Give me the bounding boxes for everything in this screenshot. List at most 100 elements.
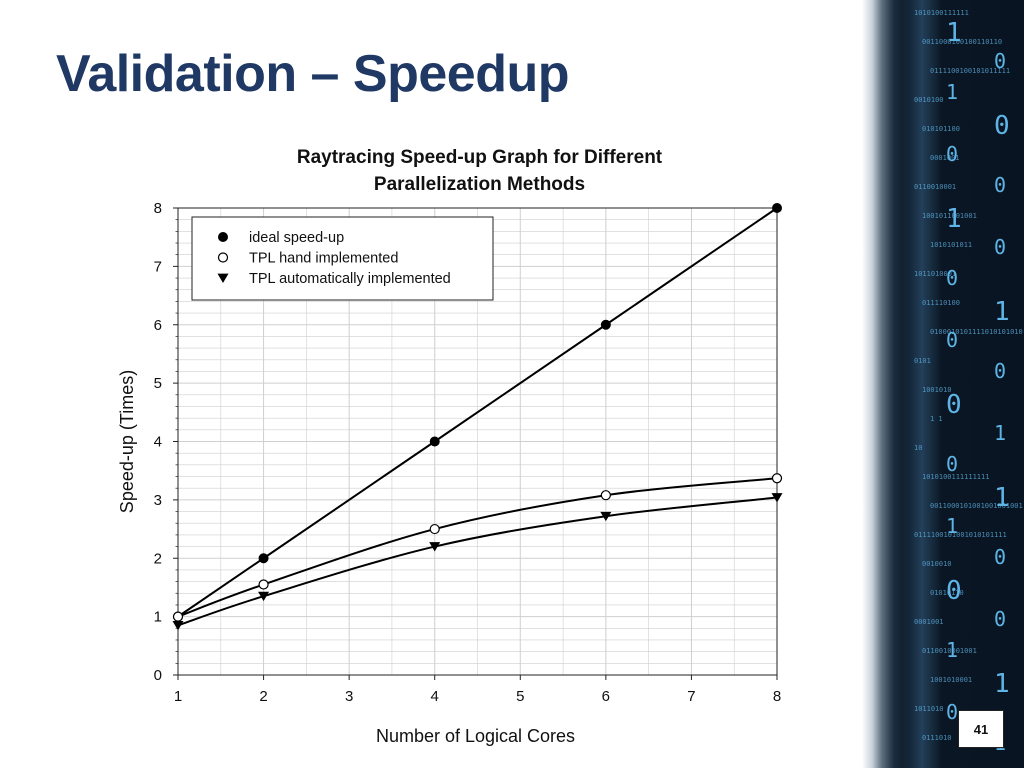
series-line-hand	[177, 477, 778, 618]
chart-title-line-1: Raytracing Speed-up Graph for Different	[297, 147, 663, 168]
x-tick-label: 2	[259, 688, 267, 705]
y-tick-label: 2	[154, 550, 162, 567]
binary-digit: 1	[946, 80, 959, 104]
speedup-line-chart: Raytracing Speed-up Graph for Different …	[117, 147, 783, 746]
chart-title-line-2: Parallelization Methods	[374, 174, 585, 195]
y-tick-label: 5	[154, 375, 162, 392]
binary-string: 010101100	[922, 125, 960, 133]
binary-digit: 1	[946, 638, 959, 662]
binary-string: 1001010	[922, 386, 952, 394]
marker-hand-1	[172, 611, 184, 622]
legend-marker-auto	[217, 273, 229, 283]
binary-digit: 0	[994, 111, 1010, 141]
binary-string: 10	[914, 444, 923, 452]
marker-hand-2	[258, 579, 269, 590]
binary-digit: 0	[994, 49, 1007, 73]
binary-string: 011110100	[922, 299, 960, 307]
binary-string: 1001010001	[930, 676, 973, 684]
marker-auto-1	[172, 620, 184, 631]
binary-digit: 0	[946, 576, 962, 606]
binary-string: 0111010	[922, 734, 952, 742]
binary-code-decoration: 1010100111111 0011000100100110110 01111001…	[862, 0, 1024, 768]
binary-digit: 0	[994, 607, 1007, 631]
binary-digit: 1	[994, 421, 1007, 445]
binary-digit: 1	[946, 514, 959, 538]
marker-hand-6	[600, 490, 611, 501]
binary-digit: 0	[946, 390, 962, 420]
marker-auto-8	[771, 493, 783, 503]
page-number: 41	[958, 710, 1004, 748]
binary-string: 1010100111111	[914, 9, 969, 17]
binary-string: 0111100101001010101111	[914, 531, 1007, 539]
binary-string: 0011000101001001001001	[930, 502, 1023, 510]
binary-digit: 0	[946, 452, 959, 476]
binary-digit: 0	[946, 700, 959, 724]
x-tick-label: 3	[345, 688, 353, 705]
binary-digit: 0	[994, 545, 1007, 569]
legend-box	[191, 216, 494, 301]
binary-string: 0110010001001	[922, 647, 977, 655]
y-tick-label: 0	[154, 667, 162, 684]
binary-string: 1010101011	[930, 241, 973, 249]
binary-digit: 1	[994, 483, 1010, 513]
series-lines	[172, 203, 783, 631]
marker-ideal-2	[258, 553, 269, 564]
x-tick-label: 1	[174, 688, 182, 705]
binary-string: 1011010001	[914, 270, 957, 278]
x-tick-label: 5	[516, 688, 524, 705]
binary-string: 0010100	[914, 96, 944, 104]
binary-digit: 0	[946, 142, 959, 166]
binary-string: 0111100100101011111	[930, 67, 1011, 75]
binary-string: 0001001	[930, 154, 960, 162]
y-tick-label: 4	[154, 434, 162, 451]
x-tick-label: 8	[773, 688, 781, 705]
binary-string: 0010010	[922, 560, 952, 568]
binary-string: 0110010001	[914, 183, 957, 191]
x-tick-label: 7	[687, 688, 695, 705]
legend-marker-hand	[217, 252, 229, 263]
binary-digit: 0	[994, 235, 1007, 259]
legend-label-auto: TPL automatically implemented	[249, 271, 451, 287]
marker-ideal-4	[429, 436, 440, 447]
binary-digit: 1	[946, 18, 962, 48]
binary-digit: 1	[994, 297, 1010, 327]
y-axis-label: Speed-up (Times)	[117, 370, 137, 513]
binary-string: 0101	[914, 357, 931, 365]
marker-auto-4	[429, 542, 441, 552]
x-tick-label: 6	[602, 688, 610, 705]
marker-hand-4	[429, 523, 440, 535]
y-tick-label: 6	[154, 317, 162, 334]
x-tick-label: 4	[431, 688, 439, 705]
binary-digit: 1	[946, 204, 962, 234]
legend: ideal speed-up TPL hand implemented TPL au…	[191, 216, 494, 301]
x-axis-label: Number of Logical Cores	[376, 726, 575, 746]
binary-string: 0001001	[914, 618, 944, 626]
marker-auto-2	[258, 591, 270, 602]
y-tick-label: 8	[154, 200, 162, 217]
binary-string: 1001011001001	[922, 212, 977, 220]
binary-digit: 1	[994, 669, 1010, 699]
marker-ideal-8	[772, 203, 782, 213]
y-tick-label: 3	[154, 492, 162, 509]
binary-string: 1 1	[930, 415, 943, 423]
legend-items: ideal speed-up TPL hand implemented TPL au…	[217, 230, 451, 287]
binary-string: 0011000100100110110	[922, 38, 1003, 46]
binary-string: 1011010	[914, 705, 944, 713]
binary-string: 01010110	[930, 589, 964, 597]
binary-digit: 0	[994, 173, 1007, 197]
series-line-ideal	[177, 207, 778, 618]
legend-label-ideal: ideal speed-up	[249, 230, 344, 246]
marker-ideal-6	[600, 319, 611, 330]
marker-auto-6	[600, 511, 612, 522]
marker-hand-8	[771, 473, 783, 484]
series-line-auto	[177, 496, 778, 627]
binary-digit: 0	[946, 328, 959, 352]
legend-marker-ideal	[218, 232, 228, 242]
binary-string: 1010100111111111	[922, 473, 990, 481]
y-tick-label: 7	[154, 258, 162, 275]
legend-label-hand: TPL hand implemented	[249, 251, 398, 267]
binary-string: 0100010101111010101010	[930, 328, 1023, 336]
binary-digit: 0	[994, 359, 1007, 383]
binary-digit: 0	[946, 266, 959, 290]
